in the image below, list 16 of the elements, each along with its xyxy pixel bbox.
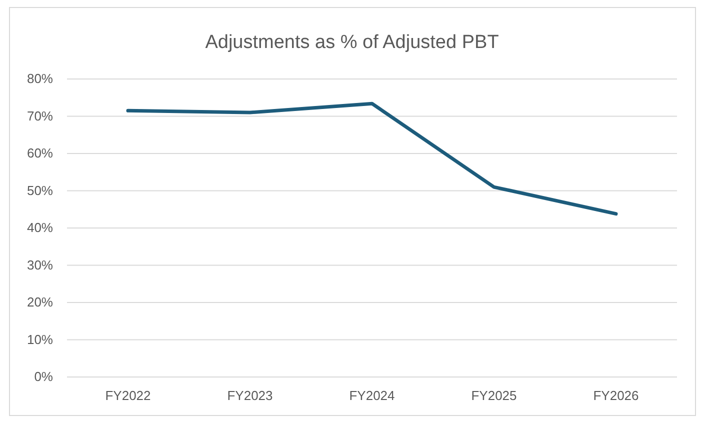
line-series bbox=[126, 102, 618, 216]
y-tick-label: 70% bbox=[26, 108, 54, 124]
x-tick-label: FY2023 bbox=[227, 388, 273, 404]
y-tick-label: 30% bbox=[26, 257, 54, 272]
chart-title: Adjustments as % of Adjusted PBT bbox=[205, 32, 500, 53]
y-tick-label: 10% bbox=[26, 332, 54, 347]
x-tick-label: FY2025 bbox=[471, 388, 517, 404]
y-tick-label: 50% bbox=[26, 182, 54, 198]
x-tick-label: FY2022 bbox=[105, 388, 151, 404]
y-tick-label: 20% bbox=[26, 294, 54, 310]
y-tick-label: 60% bbox=[26, 146, 54, 161]
y-tick-label: 80% bbox=[26, 71, 54, 86]
x-tick-label: FY2026 bbox=[593, 388, 639, 404]
y-tick-label: 40% bbox=[26, 220, 54, 236]
y-tick-label: 0% bbox=[34, 369, 54, 384]
x-tick-label: FY2024 bbox=[349, 388, 395, 404]
